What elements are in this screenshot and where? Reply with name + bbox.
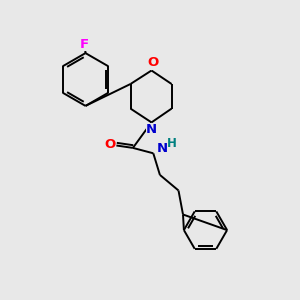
Text: O: O — [147, 56, 159, 70]
Text: H: H — [167, 137, 177, 150]
Text: N: N — [146, 123, 157, 136]
Text: F: F — [80, 38, 88, 51]
Text: O: O — [104, 138, 116, 152]
Text: N: N — [157, 142, 168, 155]
